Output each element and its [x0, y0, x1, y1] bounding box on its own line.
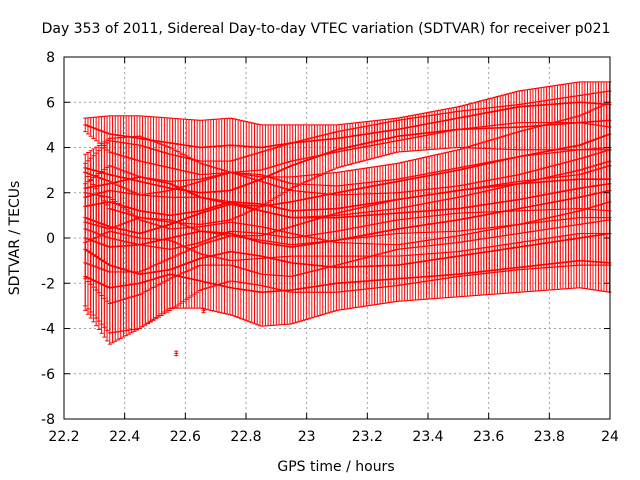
- data-series: [83, 81, 612, 357]
- chart-title: Day 353 of 2011, Sidereal Day-to-day VTE…: [42, 21, 611, 37]
